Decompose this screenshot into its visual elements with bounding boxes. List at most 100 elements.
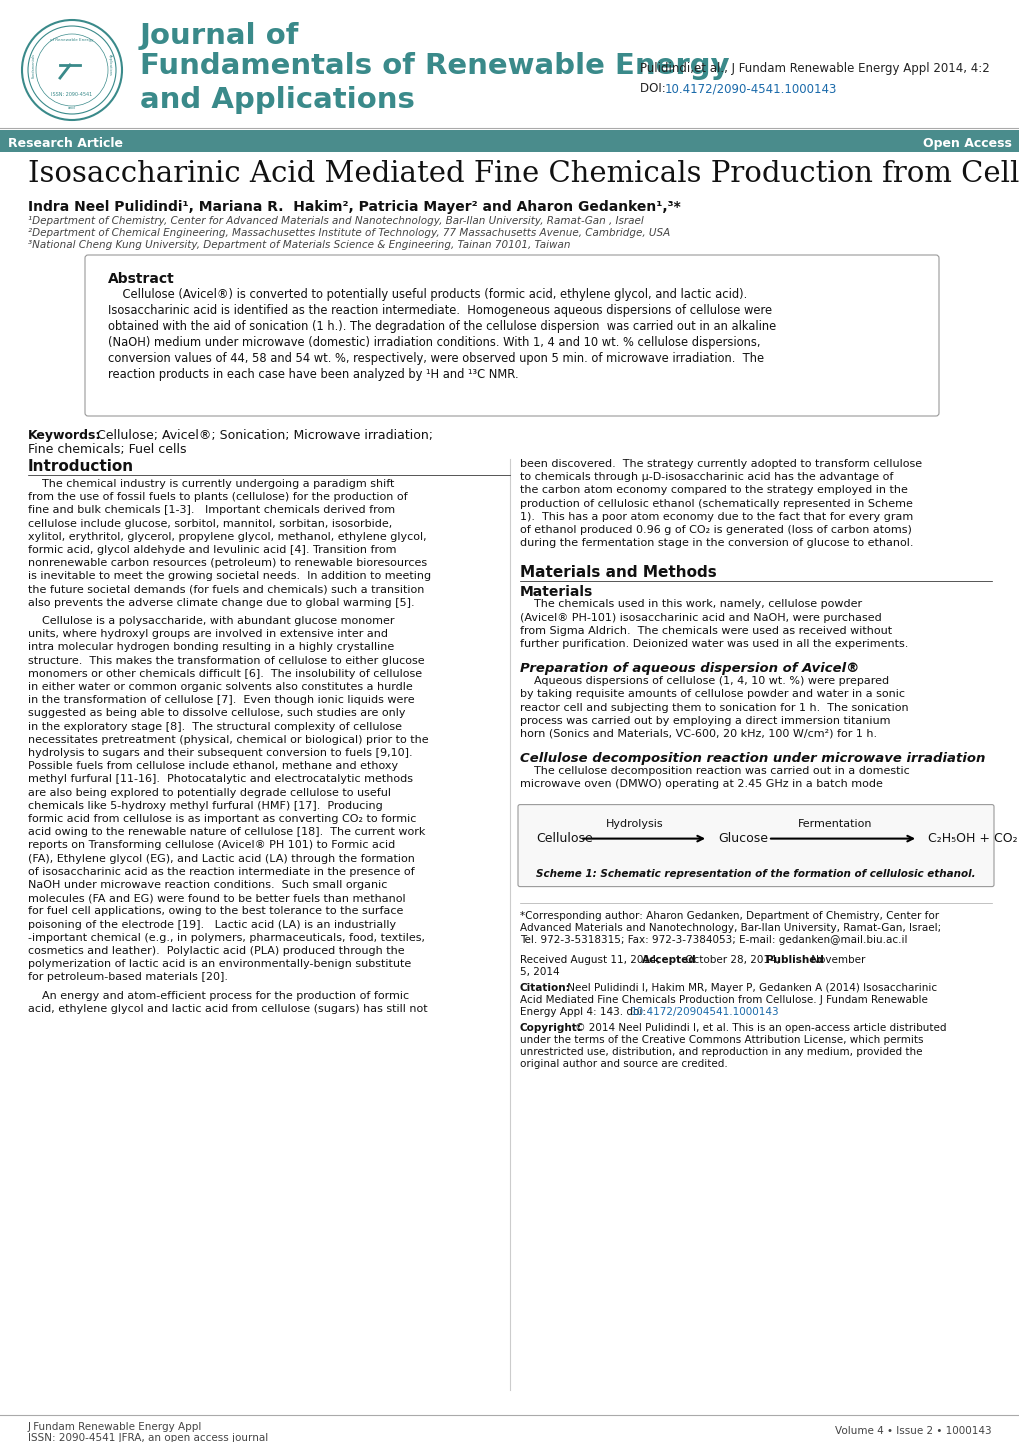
Text: Neel Pulidindi I, Hakim MR, Mayer P, Gedanken A (2014) Isosaccharinic: Neel Pulidindi I, Hakim MR, Mayer P, Ged… bbox=[564, 982, 936, 992]
Text: Cellulose; Avicel®; Sonication; Microwave irradiation;: Cellulose; Avicel®; Sonication; Microwav… bbox=[93, 430, 433, 443]
Text: Open Access: Open Access bbox=[922, 137, 1011, 150]
Text: Scheme 1: Schematic representation of the formation of cellulosic ethanol.: Scheme 1: Schematic representation of th… bbox=[536, 868, 975, 878]
Text: © 2014 Neel Pulidindi I, et al. This is an open-access article distributed: © 2014 Neel Pulidindi I, et al. This is … bbox=[572, 1022, 946, 1032]
Text: Fine chemicals; Fuel cells: Fine chemicals; Fuel cells bbox=[28, 443, 186, 456]
Text: process was carried out by employing a direct immersion titanium: process was carried out by employing a d… bbox=[520, 715, 890, 725]
Text: reactor cell and subjecting them to sonication for 1 h.  The sonication: reactor cell and subjecting them to soni… bbox=[520, 702, 908, 712]
Text: by taking requisite amounts of cellulose powder and water in a sonic: by taking requisite amounts of cellulose… bbox=[520, 689, 904, 699]
Text: are also being explored to potentially degrade cellulose to useful: are also being explored to potentially d… bbox=[28, 787, 390, 797]
Text: acid, ethylene glycol and lactic acid from cellulose (sugars) has still not: acid, ethylene glycol and lactic acid fr… bbox=[28, 1004, 427, 1014]
Text: fine and bulk chemicals [1-3].   Important chemicals derived from: fine and bulk chemicals [1-3]. Important… bbox=[28, 505, 394, 515]
Text: October 28, 2014;: October 28, 2014; bbox=[682, 955, 783, 965]
Text: (Avicel® PH-101) isosaccharinic acid and NaOH, were purchased: (Avicel® PH-101) isosaccharinic acid and… bbox=[520, 613, 880, 623]
Text: formic acid from cellulose is as important as converting CO₂ to formic: formic acid from cellulose is as importa… bbox=[28, 813, 416, 823]
Text: Glucose: Glucose bbox=[717, 832, 767, 845]
Text: further purification. Deionized water was used in all the experiments.: further purification. Deionized water wa… bbox=[520, 639, 908, 649]
Text: Applications: Applications bbox=[108, 53, 112, 76]
Text: polymerization of lactic acid is an environmentally-benign substitute: polymerization of lactic acid is an envi… bbox=[28, 959, 411, 969]
Text: during the fermentation stage in the conversion of glucose to ethanol.: during the fermentation stage in the con… bbox=[520, 538, 913, 548]
Text: in either water or common organic solvents also constitutes a hurdle: in either water or common organic solven… bbox=[28, 682, 413, 692]
Text: Accepted: Accepted bbox=[641, 955, 696, 965]
Text: ³National Cheng Kung University, Department of Materials Science & Engineering, : ³National Cheng Kung University, Departm… bbox=[28, 239, 570, 249]
Text: Journal of: Journal of bbox=[140, 22, 300, 50]
Text: the carbon atom economy compared to the strategy employed in the: the carbon atom economy compared to the … bbox=[520, 486, 907, 496]
Text: from Sigma Aldrich.  The chemicals were used as received without: from Sigma Aldrich. The chemicals were u… bbox=[520, 626, 892, 636]
Bar bbox=[0, 0, 1019, 130]
Text: for petroleum-based materials [20].: for petroleum-based materials [20]. bbox=[28, 972, 228, 982]
Text: Pulidindi,et al., J Fundam Renewable Energy Appl 2014, 4:2: Pulidindi,et al., J Fundam Renewable Ene… bbox=[639, 62, 988, 75]
Text: Copyright:: Copyright: bbox=[520, 1022, 581, 1032]
Text: Cellulose is a polysaccharide, with abundant glucose monomer: Cellulose is a polysaccharide, with abun… bbox=[28, 616, 394, 626]
Text: suggested as being able to dissolve cellulose, such studies are only: suggested as being able to dissolve cell… bbox=[28, 708, 406, 718]
Text: under the terms of the Creative Commons Attribution License, which permits: under the terms of the Creative Commons … bbox=[520, 1034, 922, 1044]
Text: Isosaccharinic acid is identified as the reaction intermediate.  Homogeneous aqu: Isosaccharinic acid is identified as the… bbox=[108, 304, 771, 317]
Text: acid owing to the renewable nature of cellulose [18].  The current work: acid owing to the renewable nature of ce… bbox=[28, 828, 425, 838]
Text: 5, 2014: 5, 2014 bbox=[520, 966, 559, 976]
Text: xylitol, erythritol, glycerol, propylene glycol, methanol, ethylene glycol,: xylitol, erythritol, glycerol, propylene… bbox=[28, 532, 426, 542]
Text: Citation:: Citation: bbox=[520, 982, 571, 992]
Text: Published: Published bbox=[765, 955, 823, 965]
FancyBboxPatch shape bbox=[518, 805, 994, 887]
Text: The chemical industry is currently undergoing a paradigm shift: The chemical industry is currently under… bbox=[28, 479, 394, 489]
Text: cosmetics and leather).  Polylactic acid (PLA) produced through the: cosmetics and leather). Polylactic acid … bbox=[28, 946, 405, 956]
Text: for fuel cell applications, owing to the best tolerance to the surface: for fuel cell applications, owing to the… bbox=[28, 907, 403, 917]
Text: original author and source are credited.: original author and source are credited. bbox=[520, 1058, 727, 1069]
Text: Received August 11, 2014;: Received August 11, 2014; bbox=[520, 955, 662, 965]
Text: C₂H₅OH + CO₂: C₂H₅OH + CO₂ bbox=[927, 832, 1017, 845]
Text: units, where hydroxyl groups are involved in extensive inter and: units, where hydroxyl groups are involve… bbox=[28, 629, 387, 639]
Text: of ethanol produced 0.96 g of CO₂ is generated (loss of carbon atoms): of ethanol produced 0.96 g of CO₂ is gen… bbox=[520, 525, 911, 535]
Text: 10.4172/2090-4541.1000143: 10.4172/2090-4541.1000143 bbox=[664, 82, 837, 95]
Text: ISSN: 2090-4541 JFRA, an open access journal: ISSN: 2090-4541 JFRA, an open access jou… bbox=[28, 1433, 268, 1442]
Text: Research Article: Research Article bbox=[8, 137, 123, 150]
Text: reports on Transforming cellulose (Avicel® PH 101) to Formic acid: reports on Transforming cellulose (Avice… bbox=[28, 841, 395, 851]
Text: J Fundam Renewable Energy Appl: J Fundam Renewable Energy Appl bbox=[28, 1422, 202, 1432]
Text: Fermentation: Fermentation bbox=[797, 819, 871, 829]
Text: also prevents the adverse climate change due to global warming [5].: also prevents the adverse climate change… bbox=[28, 598, 414, 607]
Text: DOI:: DOI: bbox=[639, 82, 668, 95]
Text: monomers or other chemicals difficult [6].  The insolubility of cellulose: monomers or other chemicals difficult [6… bbox=[28, 669, 422, 679]
Text: Cellulose decomposition reaction under microwave irradiation: Cellulose decomposition reaction under m… bbox=[520, 753, 984, 766]
Text: molecules (FA and EG) were found to be better fuels than methanol: molecules (FA and EG) were found to be b… bbox=[28, 893, 406, 903]
Text: cellulose include glucose, sorbitol, mannitol, sorbitan, isosorbide,: cellulose include glucose, sorbitol, man… bbox=[28, 519, 392, 529]
Text: 10.4172/20904541.1000143: 10.4172/20904541.1000143 bbox=[631, 1007, 779, 1017]
Text: (NaOH) medium under microwave (domestic) irradiation conditions. With 1, 4 and 1: (NaOH) medium under microwave (domestic)… bbox=[108, 336, 760, 349]
Text: and: and bbox=[68, 107, 75, 110]
Text: Keywords:: Keywords: bbox=[28, 430, 101, 443]
Text: Materials and Methods: Materials and Methods bbox=[520, 565, 716, 580]
Text: Advanced Materials and Nanotechnology, Bar-Ilan University, Ramat-Gan, Israel;: Advanced Materials and Nanotechnology, B… bbox=[520, 923, 941, 933]
Text: Cellulose (Avicel®) is converted to potentially useful products (formic acid, et: Cellulose (Avicel®) is converted to pote… bbox=[108, 288, 747, 301]
Text: hydrolysis to sugars and their subsequent conversion to fuels [9,10].: hydrolysis to sugars and their subsequen… bbox=[28, 748, 413, 758]
Text: production of cellulosic ethanol (schematically represented in Scheme: production of cellulosic ethanol (schema… bbox=[520, 499, 912, 509]
Text: reaction products in each case have been analyzed by ¹H and ¹³C NMR.: reaction products in each case have been… bbox=[108, 368, 518, 381]
Text: Indra Neel Pulidindi¹, Mariana R.  Hakim², Patricia Mayer² and Aharon Gedanken¹,: Indra Neel Pulidindi¹, Mariana R. Hakim²… bbox=[28, 200, 680, 213]
Text: necessitates pretreatment (physical, chemical or biological) prior to the: necessitates pretreatment (physical, che… bbox=[28, 735, 428, 746]
Text: Fundamentals: Fundamentals bbox=[32, 52, 36, 78]
Text: been discovered.  The strategy currently adopted to transform cellulose: been discovered. The strategy currently … bbox=[520, 459, 921, 469]
FancyBboxPatch shape bbox=[85, 255, 938, 415]
Text: Tel. 972-3-5318315; Fax: 972-3-7384053; E-mail: gedanken@mail.biu.ac.il: Tel. 972-3-5318315; Fax: 972-3-7384053; … bbox=[520, 934, 907, 945]
Text: Acid Mediated Fine Chemicals Production from Cellulose. J Fundam Renewable: Acid Mediated Fine Chemicals Production … bbox=[520, 995, 927, 1005]
Text: Isosaccharinic Acid Mediated Fine Chemicals Production from Cellulose: Isosaccharinic Acid Mediated Fine Chemic… bbox=[28, 160, 1019, 187]
Text: ISSN: 2090-4541: ISSN: 2090-4541 bbox=[51, 92, 93, 98]
Text: Aqueous dispersions of cellulose (1, 4, 10 wt. %) were prepared: Aqueous dispersions of cellulose (1, 4, … bbox=[520, 676, 889, 686]
Text: conversion values of 44, 58 and 54 wt. %, respectively, were observed upon 5 min: conversion values of 44, 58 and 54 wt. %… bbox=[108, 352, 763, 365]
Text: Possible fuels from cellulose include ethanol, methane and ethoxy: Possible fuels from cellulose include et… bbox=[28, 761, 397, 771]
Text: microwave oven (DMWO) operating at 2.45 GHz in a batch mode: microwave oven (DMWO) operating at 2.45 … bbox=[520, 779, 882, 789]
Text: structure.  This makes the transformation of cellulose to either glucose: structure. This makes the transformation… bbox=[28, 656, 424, 666]
Text: horn (Sonics and Materials, VC-600, 20 kHz, 100 W/cm²) for 1 h.: horn (Sonics and Materials, VC-600, 20 k… bbox=[520, 730, 876, 738]
Text: formic acid, glycol aldehyde and levulinic acid [4]. Transition from: formic acid, glycol aldehyde and levulin… bbox=[28, 545, 396, 555]
Text: of isosaccharinic acid as the reaction intermediate in the presence of: of isosaccharinic acid as the reaction i… bbox=[28, 867, 414, 877]
Text: of Renewable Energy: of Renewable Energy bbox=[50, 37, 94, 42]
Text: nonrenewable carbon resources (petroleum) to renewable bioresources: nonrenewable carbon resources (petroleum… bbox=[28, 558, 427, 568]
Text: chemicals like 5-hydroxy methyl furfural (HMF) [17].  Producing: chemicals like 5-hydroxy methyl furfural… bbox=[28, 800, 382, 810]
Text: 1).  This has a poor atom economy due to the fact that for every gram: 1). This has a poor atom economy due to … bbox=[520, 512, 912, 522]
Text: The cellulose decomposition reaction was carried out in a domestic: The cellulose decomposition reaction was… bbox=[520, 766, 909, 776]
Text: Fundamentals of Renewable Energy: Fundamentals of Renewable Energy bbox=[140, 52, 729, 79]
Text: NaOH under microwave reaction conditions.  Such small organic: NaOH under microwave reaction conditions… bbox=[28, 880, 387, 890]
Text: Introduction: Introduction bbox=[28, 459, 133, 474]
Text: (FA), Ethylene glycol (EG), and Lactic acid (LA) through the formation: (FA), Ethylene glycol (EG), and Lactic a… bbox=[28, 854, 415, 864]
Text: the future societal demands (for fuels and chemicals) such a transition: the future societal demands (for fuels a… bbox=[28, 584, 424, 594]
Text: An energy and atom-efficient process for the production of formic: An energy and atom-efficient process for… bbox=[28, 991, 409, 1001]
Text: The chemicals used in this work, namely, cellulose powder: The chemicals used in this work, namely,… bbox=[520, 600, 861, 610]
Text: Materials: Materials bbox=[520, 585, 593, 600]
